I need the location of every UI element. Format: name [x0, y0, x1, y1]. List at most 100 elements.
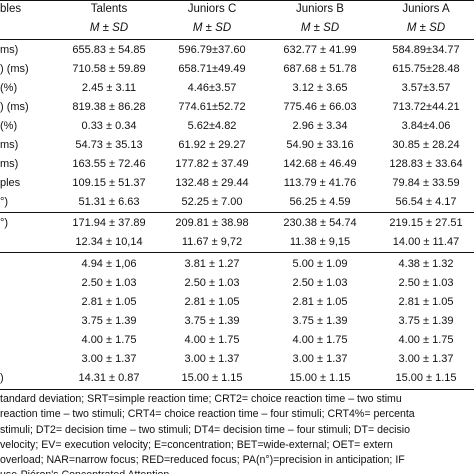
- table-row: ) (ms) 819.38 ± 86.28 774.61±52.72 775.46 ±…: [0, 98, 474, 117]
- cell-juniors-c: 11.67 ± 9,72: [181, 236, 243, 248]
- cell-juniors-a: 2.50 ± 1.03: [398, 277, 454, 289]
- header-variables: bles: [0, 3, 22, 15]
- table-row: 4.94 ± 1,06 3.81 ± 1.27 5.00 ± 1.09 4.38 ± …: [0, 255, 474, 274]
- cell-juniors-c: 658.71±49.49: [178, 63, 246, 75]
- cell-talents: 171.94 ± 37.89: [72, 217, 146, 229]
- cell-juniors-a: 14.00 ± 11.47: [392, 236, 460, 248]
- table-row: 2.81 ± 1.05 2.81 ± 1.05 2.81 ± 1.05 2.81 ± …: [0, 293, 474, 312]
- header-juniors-c: Juniors C: [187, 3, 237, 15]
- cell-talents: 14.31 ± 0.87: [78, 372, 140, 384]
- table-row: °) 171.94 ± 37.89 209.81 ± 38.98 230.38 ± 5…: [0, 214, 474, 233]
- table-row: 12.34 ± 10,14 11.67 ± 9,72 11.38 ± 9,15 14.…: [0, 233, 474, 252]
- cell-talents: 2.81 ± 1.05: [81, 296, 137, 308]
- cell-juniors-a: 3.75 ± 1.39: [398, 315, 454, 327]
- note-line: stimuli; DT2= decision time – two stimul…: [0, 423, 411, 436]
- cell-juniors-b: 2.96 ± 3.34: [292, 120, 348, 132]
- cell-variable: ) (ms): [0, 63, 29, 75]
- cell-juniors-c: 61.92 ± 29.27: [178, 139, 246, 151]
- table-row: °) 51.31 ± 6.63 52.25 ± 7.00 56.25 ± 4.59 56…: [0, 193, 474, 212]
- cell-juniors-c: 2.81 ± 1.05: [184, 296, 240, 308]
- cell-talents: 819.38 ± 86.28: [72, 101, 146, 113]
- header-talents: Talents: [90, 3, 128, 15]
- cell-juniors-a: 615.75±28.48: [392, 63, 460, 75]
- table-row: ples 109.15 ± 51.37 132.48 ± 29.44 113.79 ±…: [0, 174, 474, 193]
- group-rule: [0, 212, 474, 213]
- cell-juniors-c: 596.79±37.60: [178, 44, 246, 56]
- cell-juniors-c: 177.82 ± 37.49: [175, 158, 249, 170]
- cell-juniors-b: 5.00 ± 1.09: [292, 258, 348, 270]
- cell-juniors-b: 2.81 ± 1.05: [292, 296, 348, 308]
- cell-talents: 4.94 ± 1,06: [81, 258, 137, 270]
- table-row: ) (ms) 710.58 ± 59.89 658.71±49.49 687.68 ±…: [0, 60, 474, 79]
- cell-variable: ) (ms): [0, 101, 29, 113]
- cell-variable: °): [0, 217, 9, 229]
- cell-juniors-a: 3.00 ± 1.37: [398, 353, 454, 365]
- cell-talents: 54.73 ± 35.13: [75, 139, 143, 151]
- cell-juniors-c: 3.81 ± 1.27: [184, 258, 240, 270]
- cell-variable: (%): [0, 120, 18, 132]
- cell-juniors-c: 3.75 ± 1.39: [184, 315, 240, 327]
- cell-juniors-a: 3.57±3.57: [401, 82, 451, 94]
- note-line: use-Piéron's Concentrated Attention.: [0, 468, 474, 474]
- table-row: ms) 163.55 ± 72.46 177.82 ± 37.49 142.68 ± …: [0, 155, 474, 174]
- cell-juniors-b: 3.00 ± 1.37: [292, 353, 348, 365]
- header-rule: [0, 39, 474, 40]
- cell-talents: 710.58 ± 59.89: [72, 63, 146, 75]
- cell-juniors-b: 3.12 ± 3.65: [292, 82, 348, 94]
- subheader-juniors-a: M ± SD: [406, 22, 446, 34]
- cell-variable: °): [0, 196, 9, 208]
- cell-juniors-a: 584.89±34.77: [392, 44, 460, 56]
- cell-talents: 163.55 ± 72.46: [72, 158, 146, 170]
- cell-juniors-a: 128.83 ± 33.64: [389, 158, 463, 170]
- table-row: 2.50 ± 1.03 2.50 ± 1.03 2.50 ± 1.03 2.50 ± …: [0, 274, 474, 293]
- cell-talents: 12.34 ± 10,14: [75, 236, 143, 248]
- cell-juniors-a: 2.81 ± 1.05: [398, 296, 454, 308]
- note-line: velocity; EV= execution velocity; E=conc…: [0, 438, 393, 451]
- cell-talents: 4.00 ± 1.75: [81, 334, 137, 346]
- table-row: 4.00 ± 1.75 4.00 ± 1.75 4.00 ± 1.75 4.00 ± …: [0, 331, 474, 350]
- subheader-juniors-b: M ± SD: [300, 22, 340, 34]
- cell-juniors-c: 4.46±3.57: [187, 82, 237, 94]
- cell-juniors-b: 230.38 ± 54.74: [283, 217, 357, 229]
- cell-juniors-c: 3.00 ± 1.37: [184, 353, 240, 365]
- table-subheader-row: M ± SD M ± SD M ± SD M ± SD: [0, 19, 474, 38]
- cell-juniors-c: 4.00 ± 1.75: [184, 334, 240, 346]
- table-row: (%) 0.33 ± 0.34 5.62±4.82 2.96 ± 3.34 3.84±4…: [0, 117, 474, 136]
- note-line: overload; NAR=narrow focus; RED=reduced …: [0, 454, 405, 467]
- cell-juniors-b: 4.00 ± 1.75: [292, 334, 348, 346]
- cell-talents: 3.75 ± 1.39: [81, 315, 137, 327]
- cell-variable: ples: [0, 177, 21, 189]
- cell-juniors-a: 4.38 ± 1.32: [398, 258, 454, 270]
- table-top-rule: [0, 0, 474, 1]
- cell-talents: 2.50 ± 1.03: [81, 277, 137, 289]
- table-row: 3.75 ± 1.39 3.75 ± 1.39 3.75 ± 1.39 3.75 ± …: [0, 312, 474, 331]
- cell-juniors-a: 15.00 ± 1.15: [395, 372, 457, 384]
- cell-talents: 0.33 ± 0.34: [81, 120, 137, 132]
- cell-juniors-c: 209.81 ± 38.98: [175, 217, 249, 229]
- cell-juniors-c: 774.61±52.72: [178, 101, 246, 113]
- cell-juniors-b: 2.50 ± 1.03: [292, 277, 348, 289]
- cell-juniors-b: 54.90 ± 33.16: [286, 139, 354, 151]
- header-juniors-a: Juniors A: [402, 3, 450, 15]
- cell-variable: ms): [0, 158, 19, 170]
- cell-juniors-c: 5.62±4.82: [187, 120, 237, 132]
- table-row: ms) 655.83 ± 54.85 596.79±37.60 632.77 ± 41…: [0, 41, 474, 60]
- cell-juniors-b: 3.75 ± 1.39: [292, 315, 348, 327]
- group-rule: [0, 389, 474, 390]
- cell-variable: ms): [0, 139, 19, 151]
- cell-juniors-b: 142.68 ± 46.49: [283, 158, 357, 170]
- note-line: reaction time – two stimuli; CRT4= choic…: [0, 408, 415, 421]
- table-row: 3.00 ± 1.37 3.00 ± 1.37 3.00 ± 1.37 3.00 ± …: [0, 350, 474, 369]
- cell-juniors-b: 15.00 ± 1.15: [289, 372, 351, 384]
- cell-juniors-c: 52.25 ± 7.00: [181, 196, 243, 208]
- cell-variable: (%): [0, 82, 18, 94]
- cell-talents: 2.45 ± 3.11: [81, 82, 137, 94]
- cell-variable: ms): [0, 44, 19, 56]
- table-row: ) 14.31 ± 0.87 15.00 ± 1.15 15.00 ± 1.15 15.…: [0, 369, 474, 388]
- table-header-row: bles Talents Juniors C Juniors B Juniors…: [0, 0, 474, 19]
- header-juniors-b: Juniors B: [296, 3, 344, 15]
- cell-juniors-a: 4.00 ± 1.75: [398, 334, 454, 346]
- table-notes: tandard deviation; SRT=simple reaction t…: [0, 392, 474, 474]
- cell-juniors-a: 30.85 ± 28.24: [392, 139, 460, 151]
